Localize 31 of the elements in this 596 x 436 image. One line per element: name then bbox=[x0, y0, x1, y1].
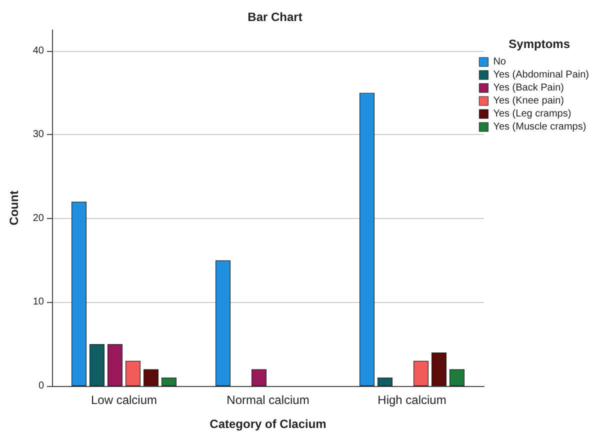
y-tick-label: 40 bbox=[32, 45, 44, 56]
bar bbox=[252, 369, 266, 386]
bar bbox=[162, 378, 176, 386]
bar bbox=[432, 352, 446, 386]
x-tick-label: Low calcium bbox=[90, 393, 158, 407]
legend-label: Yes (Muscle cramps) bbox=[493, 122, 586, 132]
x-tick-label: Normal calcium bbox=[226, 393, 310, 407]
y-tick-label: 10 bbox=[32, 296, 44, 308]
legend-label: Yes (Knee pain) bbox=[493, 96, 564, 106]
legend-label: Yes (Leg cramps) bbox=[493, 108, 572, 120]
y-tick-label: 20 bbox=[32, 212, 44, 224]
bar bbox=[360, 92, 374, 386]
bar bbox=[126, 360, 140, 386]
bar bbox=[90, 344, 104, 386]
x-axis-title: Category of Clacium bbox=[210, 417, 326, 431]
legend-label: Yes (Abdominal Pain) bbox=[493, 70, 589, 80]
chart-title: Bar Chart bbox=[248, 10, 302, 24]
legend-label: Yes (Back Pain) bbox=[493, 82, 564, 94]
y-tick-label: 0 bbox=[38, 380, 44, 392]
bar bbox=[378, 378, 392, 386]
legend-title: Symptoms bbox=[508, 37, 570, 51]
bar bbox=[216, 260, 230, 386]
bar bbox=[450, 369, 464, 386]
bar bbox=[72, 202, 86, 386]
y-tick-label: 30 bbox=[32, 129, 44, 140]
bar bbox=[108, 344, 122, 386]
y-axis-title: Count bbox=[7, 190, 21, 226]
x-tick-label: High calcium bbox=[378, 393, 446, 407]
bar bbox=[144, 369, 158, 386]
legend-label: No bbox=[493, 56, 506, 68]
bar bbox=[414, 360, 428, 386]
